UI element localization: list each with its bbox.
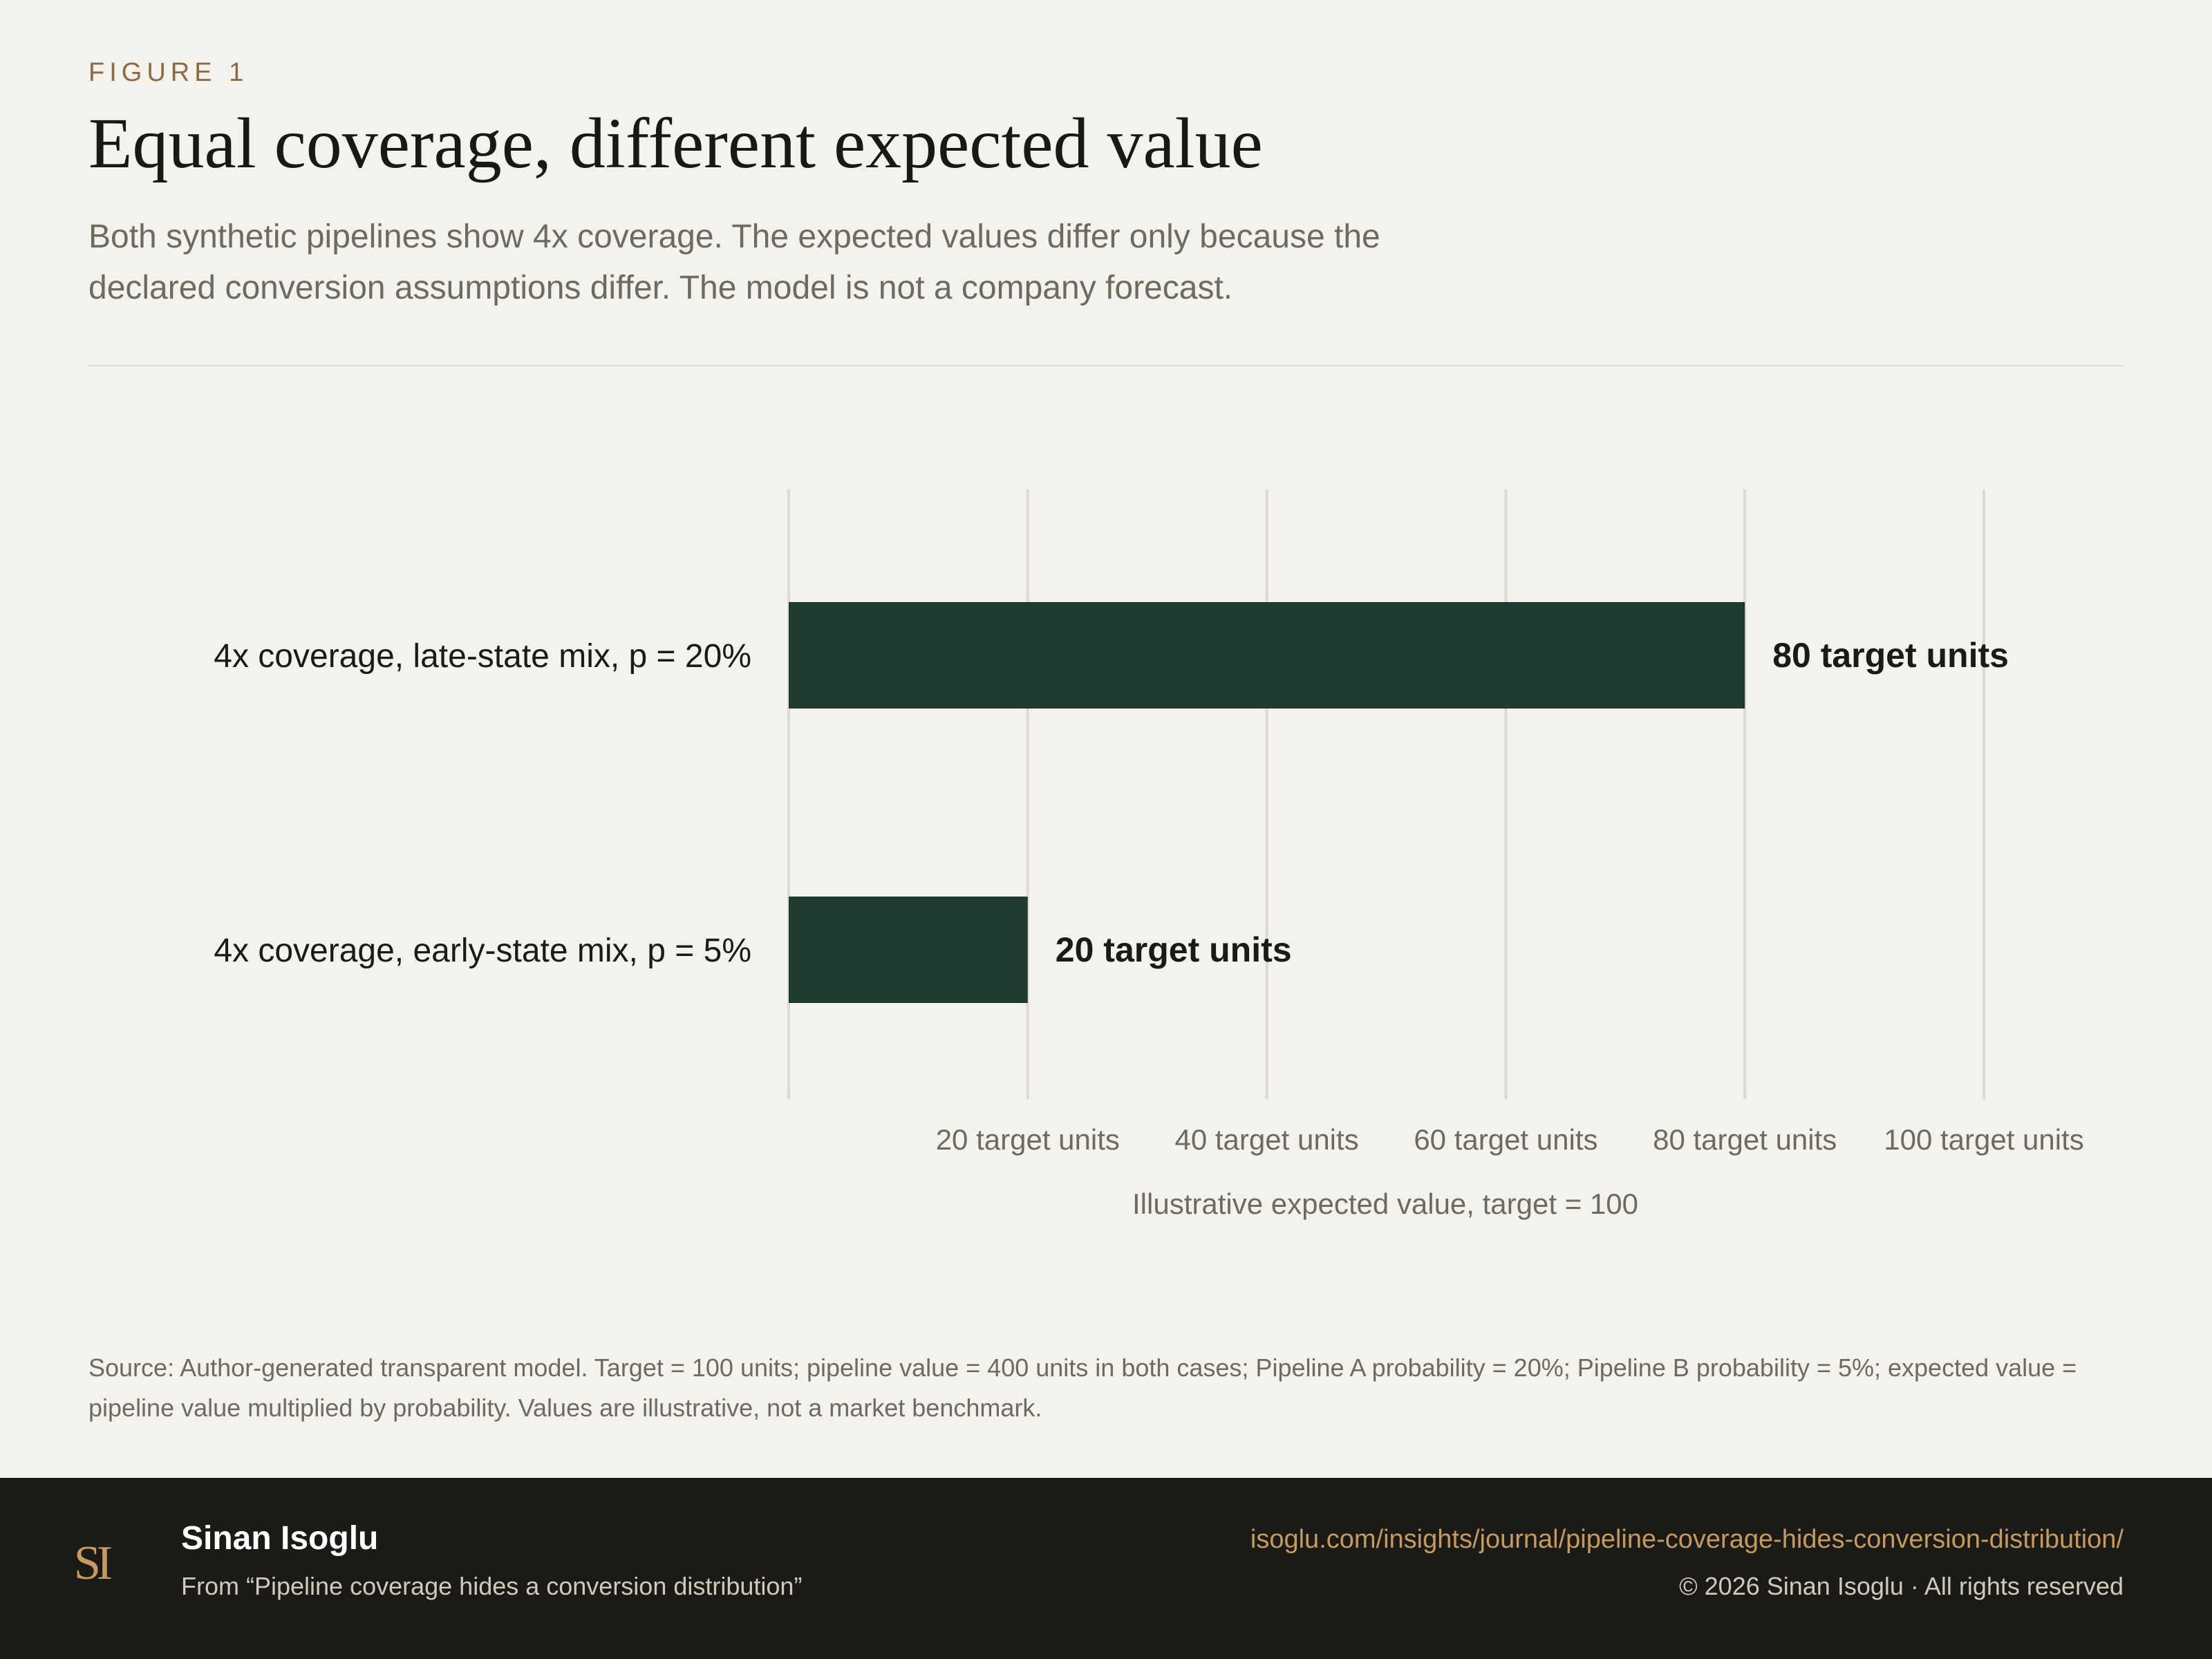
bars xyxy=(789,602,1745,1003)
figure-eyebrow: FIGURE 1 xyxy=(88,58,249,87)
x-tick-label: 80 target units xyxy=(1653,1123,1837,1156)
header-divider xyxy=(88,365,2124,366)
monogram-text: SI xyxy=(74,1537,111,1590)
data-label: 20 target units xyxy=(1056,930,1292,969)
chart-title: Equal coverage, different expected value xyxy=(88,104,1263,183)
bar-chart: 4x coverage, late-state mix, p = 20% 80 t… xyxy=(214,489,2084,1220)
bar xyxy=(789,602,1745,709)
grid-lines xyxy=(787,489,1985,1099)
source-note: Source: Author-generated transparent mod… xyxy=(88,1353,2077,1422)
article-link[interactable]: isoglu.com/insights/journal/pipeline-cov… xyxy=(1250,1525,2124,1554)
category-label: 4x coverage, late-state mix, p = 20% xyxy=(214,638,751,675)
x-tick-label: 60 target units xyxy=(1414,1123,1597,1156)
x-tick-label: 40 target units xyxy=(1175,1123,1359,1156)
author-name: Sinan Isoglu xyxy=(181,1520,379,1557)
x-tick-label: 100 target units xyxy=(1884,1123,2084,1156)
category-label: 4x coverage, early-state mix, p = 5% xyxy=(214,932,751,969)
x-tick-label: 20 target units xyxy=(936,1123,1120,1156)
x-axis-label: Illustrative expected value, target = 10… xyxy=(1132,1188,1638,1220)
copyright-notice: © 2026 Sinan Isoglu · All rights reserve… xyxy=(1679,1572,2124,1600)
data-label: 80 target units xyxy=(1772,636,2009,675)
chart-subtitle: Both synthetic pipelines show 4x coverag… xyxy=(88,218,1380,306)
labels: 4x coverage, late-state mix, p = 20% 80 t… xyxy=(214,636,2084,1220)
footer: SI Sinan Isoglu From “Pipeline coverage … xyxy=(0,1478,2212,1659)
monogram-logo: SI xyxy=(74,1537,115,1590)
article-reference: From “Pipeline coverage hides a conversi… xyxy=(181,1572,803,1600)
bar xyxy=(789,897,1028,1003)
